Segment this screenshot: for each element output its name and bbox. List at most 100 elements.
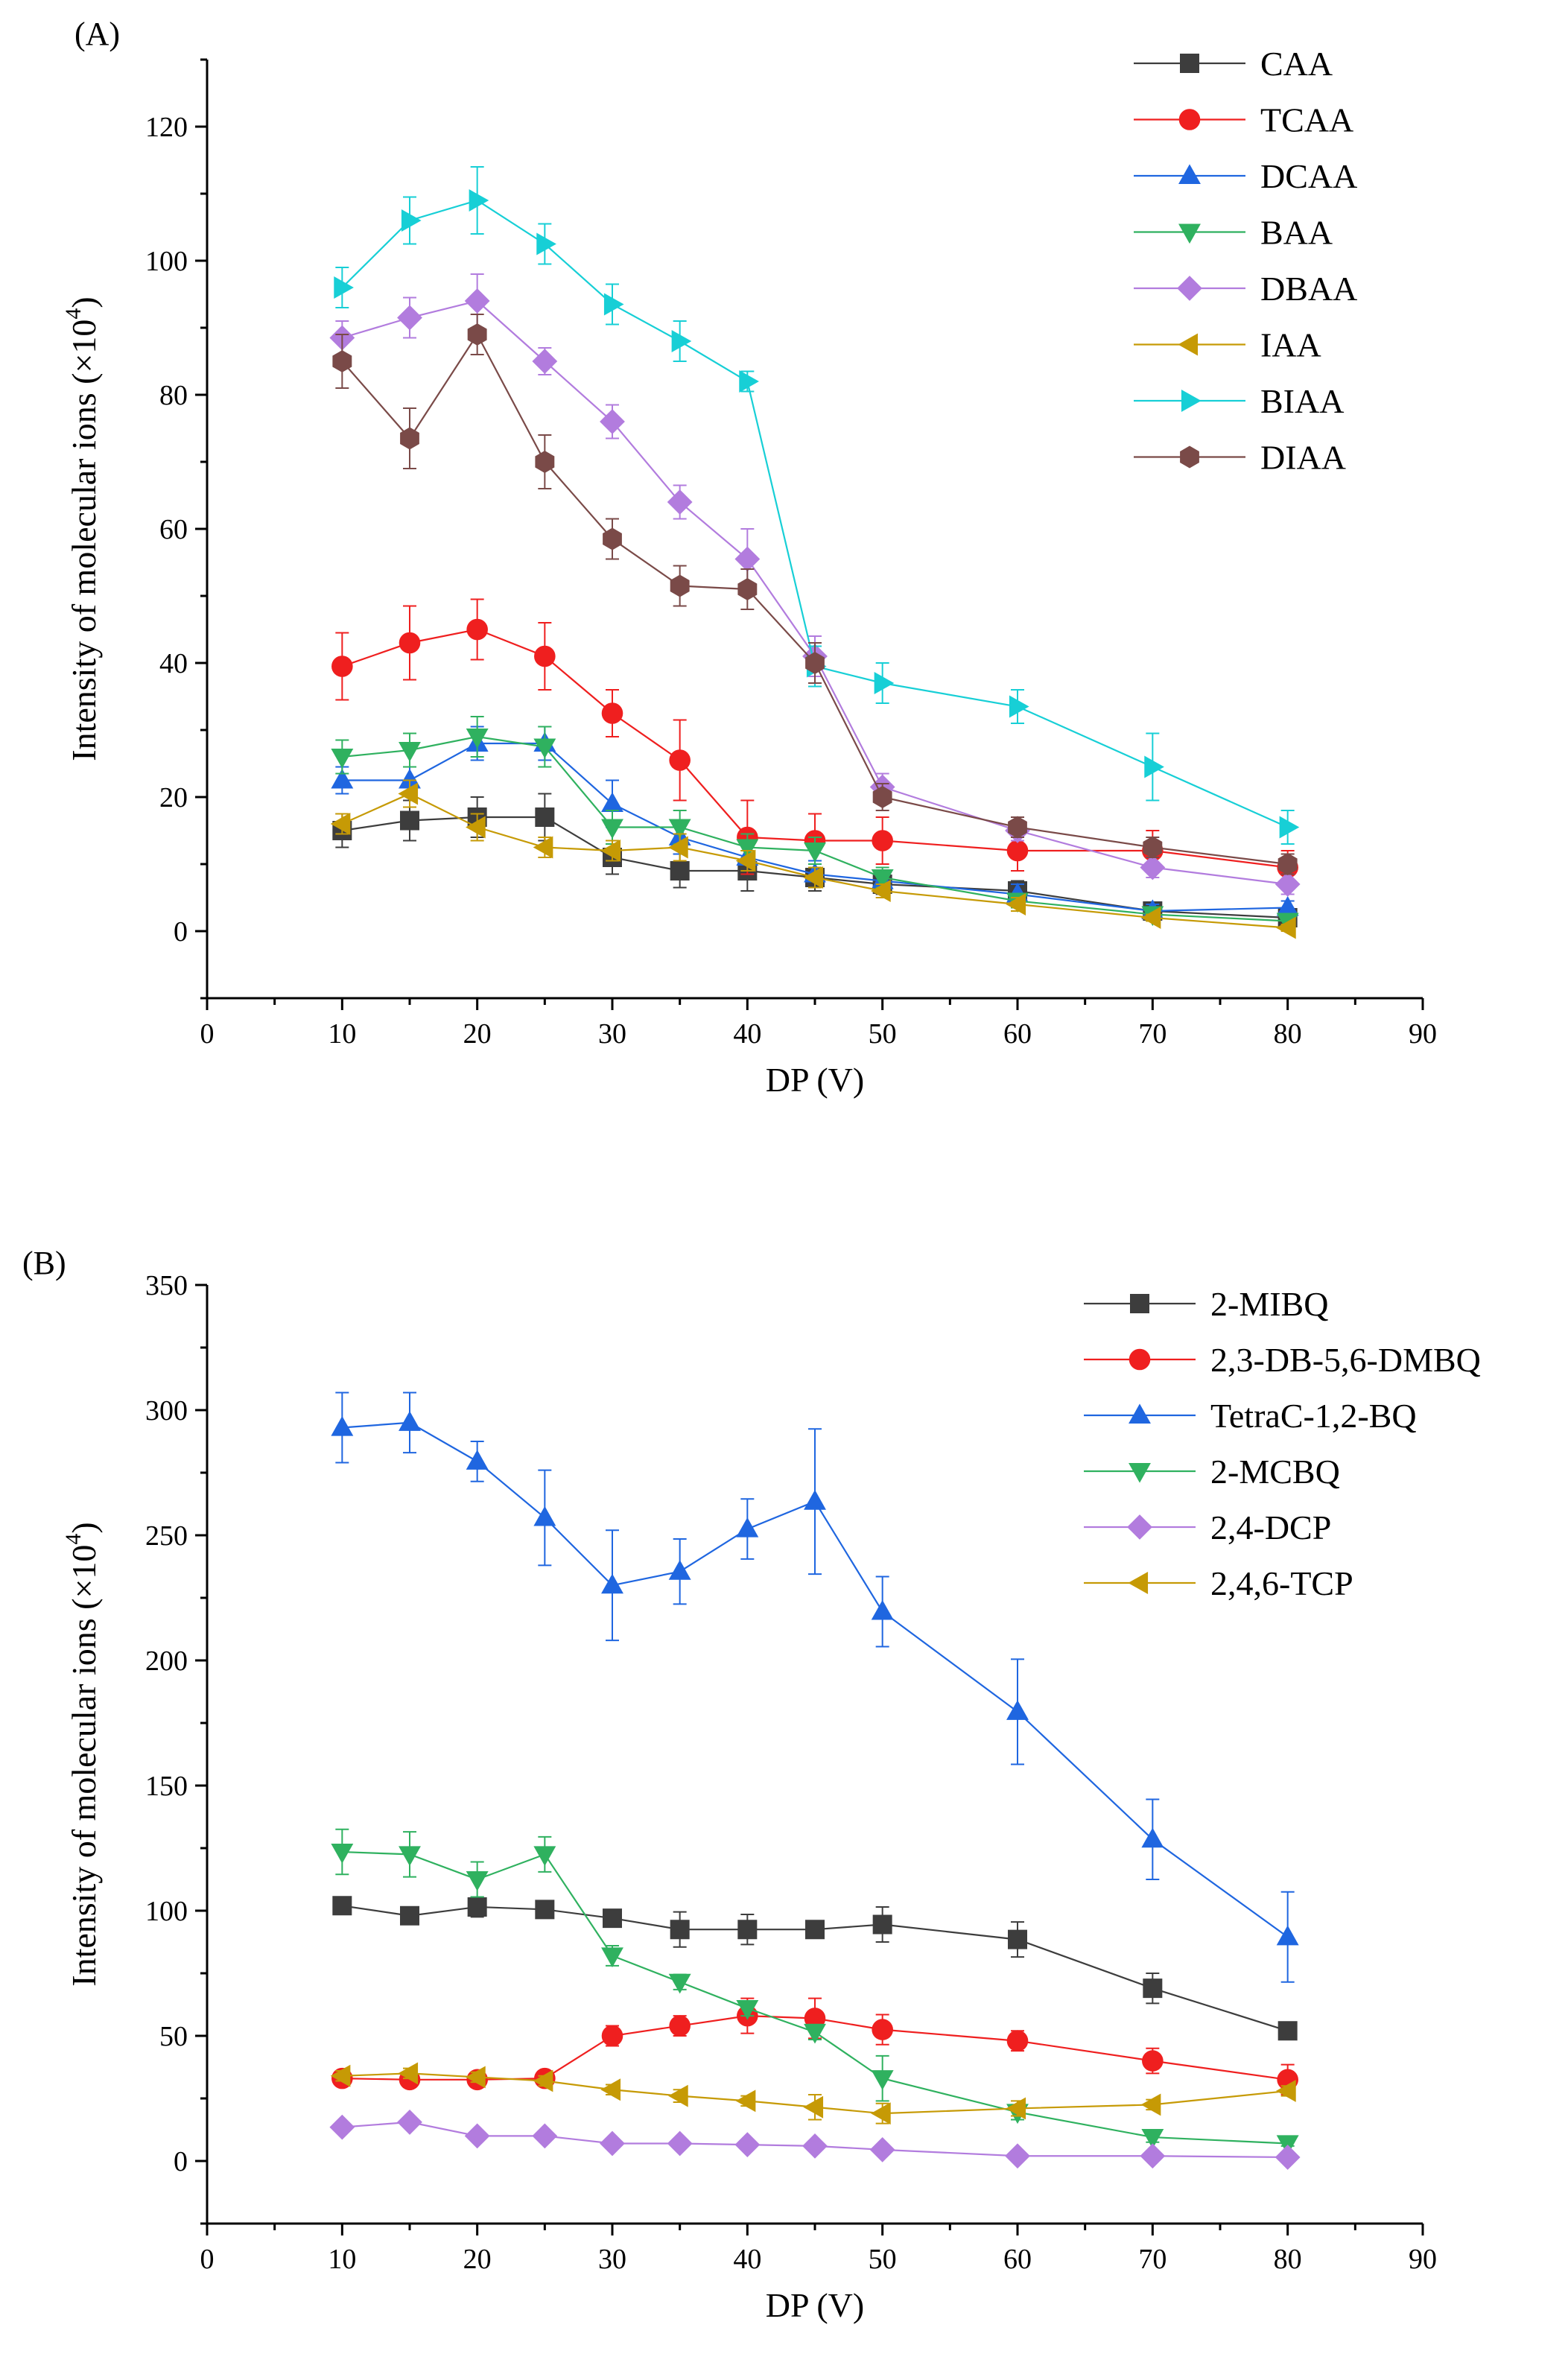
legend-item-tetrac-1-2-bq: TetraC-1,2-BQ [1084, 1397, 1417, 1435]
legend-marker [1129, 1403, 1151, 1424]
legend-item-dcaa: DCAA [1134, 157, 1357, 195]
y-tick-label: 50 [159, 2021, 188, 2052]
data-point-2-4-dcp [734, 2132, 761, 2158]
series-line-biaa [341, 199, 1289, 828]
data-point-2-4-6-tcp [871, 2102, 891, 2125]
data-point-2-mibq [603, 1908, 622, 1929]
legend-item-diaa: DIAA [1134, 439, 1346, 477]
data-point-caa [400, 810, 419, 831]
data-point-biaa [334, 276, 354, 299]
legend-label: 2-MIBQ [1210, 1285, 1328, 1323]
series-line-2-mcbq [342, 1850, 1288, 2145]
data-point-tcaa [466, 618, 488, 641]
data-point-2-mibq [670, 1920, 690, 1940]
y-axis-title: Intensity of molecular ions (×104) [61, 1522, 103, 1986]
y-tick-label: 0 [174, 916, 188, 948]
data-point-dcaa [399, 768, 421, 789]
x-tick-label: 0 [200, 2244, 215, 2275]
data-point-tcaa [601, 702, 623, 724]
data-point-diaa [467, 323, 487, 346]
data-point-diaa [1277, 853, 1298, 875]
data-point-iaa [1276, 916, 1296, 939]
legend-marker [1177, 276, 1202, 301]
data-point-caa [670, 861, 690, 880]
data-point-tcaa [331, 656, 353, 677]
legend-marker [1129, 1348, 1151, 1371]
data-point-2-mibq [332, 1896, 352, 1916]
x-tick-label: 30 [598, 1018, 626, 1050]
y-tick-label: 250 [145, 1520, 188, 1552]
x-tick-label: 0 [200, 1018, 215, 1050]
data-point-2-mcbq [668, 1973, 691, 1994]
data-point-tetrac-1-2-bq [1276, 1925, 1299, 1946]
data-point-iaa [735, 849, 756, 872]
legend-label: CAA [1260, 45, 1333, 83]
data-point-2-mibq [1143, 1978, 1163, 1999]
data-point-2-4-6-tcp [1140, 2093, 1161, 2116]
data-point-tetrac-1-2-bq [804, 1490, 826, 1510]
legend: CAA TCAA DCAA BAA DBAA IAA BIAA DIAA [1134, 45, 1357, 477]
x-tick-label: 40 [733, 1018, 761, 1050]
legend-item-caa: CAA [1134, 45, 1333, 83]
legend-item-2-mcbq: 2-MCBQ [1084, 1453, 1340, 1491]
data-point-diaa [805, 652, 825, 674]
data-point-tetrac-1-2-bq [331, 1415, 354, 1436]
x-axis-title: DP (V) [766, 2286, 864, 2324]
data-point-iaa [803, 866, 824, 889]
data-point-2-4-dcp [869, 2136, 895, 2162]
legend-label: 2-MCBQ [1210, 1453, 1340, 1491]
data-point-2-mibq [872, 1914, 892, 1935]
data-point-baa [804, 842, 826, 863]
y-axis-title-exponent: 4 [61, 308, 86, 320]
data-point-2-4-6-tcp [600, 2078, 621, 2101]
data-point-dcaa [601, 792, 623, 813]
data-point-tetrac-1-2-bq [1006, 1700, 1029, 1720]
data-point-diaa [332, 350, 352, 372]
series-line-tcaa [341, 628, 1288, 869]
legend-item-biaa: BIAA [1134, 382, 1344, 420]
legend-label: DCAA [1260, 157, 1357, 195]
x-tick-label: 40 [733, 2244, 761, 2275]
x-tick-label: 10 [328, 2244, 356, 2275]
series-2-4-6-tcp [330, 2062, 1296, 2125]
data-point-tetrac-1-2-bq [466, 1450, 489, 1470]
x-axis-title: DP (V) [766, 1061, 864, 1099]
data-point-dbaa [1275, 872, 1301, 897]
data-point-tetrac-1-2-bq [399, 1411, 421, 1431]
data-point-iaa [398, 782, 419, 805]
x-tick-label: 50 [869, 1018, 897, 1050]
data-point-dbaa [397, 305, 422, 331]
data-point-2-mcbq [1141, 2129, 1164, 2149]
data-point-dbaa [532, 349, 558, 374]
data-point-baa [871, 869, 894, 889]
data-point-iaa [668, 836, 688, 859]
series-line-tetrac-1-2-bq [342, 1421, 1289, 1938]
legend-item-baa: BAA [1134, 214, 1333, 252]
data-point-2-3-db-5-6-dmbq [1006, 2030, 1029, 2052]
legend-item-2-3-db-5-6-dmbq: 2,3-DB-5,6-DMBQ [1084, 1341, 1481, 1379]
x-tick-label: 60 [1003, 2244, 1032, 2275]
legend-label: DIAA [1260, 439, 1346, 477]
x-tick-label: 20 [463, 2244, 492, 2275]
x-tick-label: 90 [1409, 2244, 1437, 2275]
data-point-2-4-6-tcp [533, 2069, 553, 2092]
y-tick-label: 20 [159, 782, 188, 813]
data-point-2-4-6-tcp [1276, 2079, 1296, 2102]
x-tick-label: 30 [598, 2244, 626, 2275]
data-point-diaa [737, 578, 758, 600]
data-point-tcaa [534, 645, 556, 667]
data-point-2-4-6-tcp [466, 2066, 486, 2089]
data-point-2-4-dcp [1140, 2143, 1166, 2169]
data-point-2-4-6-tcp [330, 2064, 351, 2087]
legend-marker [1178, 109, 1201, 130]
axes: 0 10 20 30 40 50 60 70 80 90 0 20 40 60 80 100 120 [145, 58, 1437, 1050]
data-point-2-mcbq [804, 2023, 826, 2044]
y-tick-label: 40 [159, 648, 188, 679]
data-point-2-mcbq [466, 1870, 489, 1891]
data-point-2-4-dcp [532, 2123, 558, 2149]
panel-a-chart: (A) 0 10 20 30 40 50 60 70 80 90 0 20 40 60 80 100 120 DP … [61, 16, 1437, 1099]
data-point-iaa [1140, 907, 1161, 929]
y-axis-title-close: ) [65, 296, 103, 308]
legend-marker [1128, 1572, 1149, 1594]
legend-label: BAA [1260, 214, 1333, 252]
